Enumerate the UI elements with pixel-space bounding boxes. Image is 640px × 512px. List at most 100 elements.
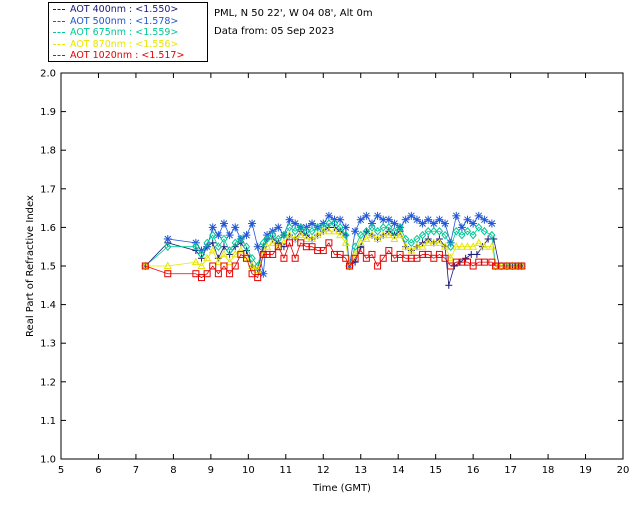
data-point-aot-870nm	[424, 238, 433, 246]
data-point-aot-870nm	[336, 230, 345, 239]
data-point-aot-500nm	[308, 219, 317, 228]
data-point-aot-870nm	[208, 245, 217, 254]
data-point-aot-870nm	[319, 226, 328, 235]
legend-item-870nm: AOT 870nm : <1.556>	[49, 39, 178, 50]
data-point-aot-870nm	[324, 226, 333, 235]
data-point-aot-500nm	[219, 219, 228, 228]
data-point-aot-870nm	[446, 253, 455, 262]
data-point-aot-1020nm	[237, 250, 245, 258]
x-tick-label: 17	[504, 465, 517, 476]
data-point-aot-400nm	[445, 281, 453, 289]
y-axis-label: Real Part of Refractive Index	[25, 195, 36, 337]
data-point-aot-870nm	[302, 234, 311, 242]
data-point-aot-500nm	[356, 215, 365, 224]
data-point-aot-1020nm	[396, 250, 404, 258]
data-point-aot-1020nm	[518, 262, 526, 270]
data-point-aot-1020nm	[192, 270, 200, 278]
data-point-aot-500nm	[274, 223, 283, 232]
x-tick-label: 5	[58, 465, 64, 476]
x-tick-label: 19	[579, 465, 592, 476]
data-point-aot-1020nm	[357, 247, 365, 255]
data-point-aot-675nm	[214, 242, 223, 251]
x-tick-label: 7	[133, 465, 139, 476]
data-point-aot-870nm	[396, 230, 405, 239]
data-series	[141, 211, 526, 289]
data-point-aot-870nm	[191, 257, 200, 266]
data-point-aot-500nm	[390, 219, 399, 228]
data-point-aot-870nm	[236, 245, 245, 254]
data-point-aot-1020nm	[413, 254, 421, 262]
data-point-aot-500nm	[231, 223, 240, 232]
data-point-aot-870nm	[487, 242, 496, 250]
data-point-aot-500nm	[435, 215, 444, 224]
legend-line-675nm	[53, 32, 65, 33]
data-point-aot-1020nm	[209, 262, 217, 270]
y-tick-label: 1.9	[40, 107, 56, 118]
data-point-aot-1020nm	[297, 239, 305, 247]
data-point-aot-1020nm	[291, 254, 299, 262]
y-tick-label: 1.1	[40, 416, 56, 427]
data-point-aot-1020nm	[214, 270, 222, 278]
data-point-aot-1020nm	[480, 258, 488, 266]
data-point-aot-870nm	[341, 238, 350, 246]
data-point-aot-500nm	[457, 223, 466, 232]
data-point-aot-675nm	[418, 230, 427, 240]
data-point-aot-870nm	[412, 242, 421, 250]
data-point-aot-500nm	[225, 231, 234, 240]
data-point-aot-870nm	[279, 238, 288, 246]
data-point-aot-1020nm	[248, 270, 256, 278]
legend-item-500nm: AOT 500nm : <1.578>	[49, 16, 178, 27]
data-point-aot-675nm	[488, 230, 496, 240]
data-point-aot-675nm	[209, 230, 217, 240]
legend: AOT 400nm : <1.550> AOT 500nm : <1.578> …	[48, 2, 208, 62]
x-tick-label: 20	[617, 465, 630, 476]
x-tick-label: 13	[354, 465, 367, 476]
data-point-aot-870nm	[401, 242, 410, 250]
data-point-aot-500nm	[480, 215, 489, 224]
data-point-aot-675nm	[435, 226, 444, 236]
legend-line-870nm	[53, 43, 65, 45]
data-point-aot-870nm	[203, 253, 212, 262]
data-point-aot-675nm	[480, 226, 489, 236]
y-tick-label: 1.2	[40, 377, 56, 388]
data-point-aot-1020nm	[259, 250, 267, 258]
data-point-aot-500nm	[163, 234, 172, 243]
data-point-aot-500nm	[336, 215, 345, 224]
legend-label-1020nm: AOT 1020nm : <1.517>	[70, 50, 185, 61]
data-point-aot-1020nm	[447, 262, 455, 270]
data-point-aot-675nm	[242, 242, 251, 251]
data-point-aot-870nm	[384, 230, 393, 239]
x-tick-label: 9	[208, 465, 214, 476]
data-point-aot-500nm	[412, 215, 421, 224]
data-point-aot-500nm	[463, 215, 472, 224]
data-point-aot-1020nm	[198, 274, 205, 282]
data-point-aot-675nm	[469, 230, 477, 240]
x-tick-label: 6	[95, 465, 101, 476]
data-point-aot-500nm	[362, 211, 371, 220]
data-point-aot-500nm	[324, 211, 333, 220]
data-point-aot-675nm	[220, 234, 228, 244]
data-point-aot-1020nm	[164, 270, 172, 278]
data-point-aot-870nm	[219, 249, 229, 258]
legend-label-675nm: AOT 675nm : <1.559>	[70, 27, 179, 38]
data-point-aot-500nm	[384, 215, 393, 224]
data-point-aot-500nm	[418, 219, 427, 228]
data-point-aot-870nm	[435, 238, 444, 246]
series-aot-1020nm	[141, 239, 526, 282]
legend-label-400nm: AOT 400nm : <1.550>	[70, 4, 179, 15]
legend-item-675nm: AOT 675nm : <1.559>	[49, 27, 178, 38]
data-point-aot-1020nm	[231, 262, 239, 270]
data-point-aot-675nm	[475, 223, 483, 232]
x-tick-label: 11	[279, 465, 292, 476]
data-point-aot-500nm	[208, 223, 217, 232]
data-point-aot-1020nm	[390, 254, 398, 262]
x-tick-label: 10	[242, 465, 255, 476]
data-point-aot-870nm	[231, 249, 240, 258]
data-point-aot-870nm	[313, 230, 322, 239]
data-point-aot-675nm	[430, 226, 438, 236]
data-point-aot-500nm	[401, 215, 410, 224]
y-tick-label: 2.0	[40, 69, 56, 80]
x-axis-label: Time (GMT)	[312, 483, 371, 494]
y-tick-label: 1.0	[40, 455, 56, 466]
x-tick-label: 15	[429, 465, 442, 476]
